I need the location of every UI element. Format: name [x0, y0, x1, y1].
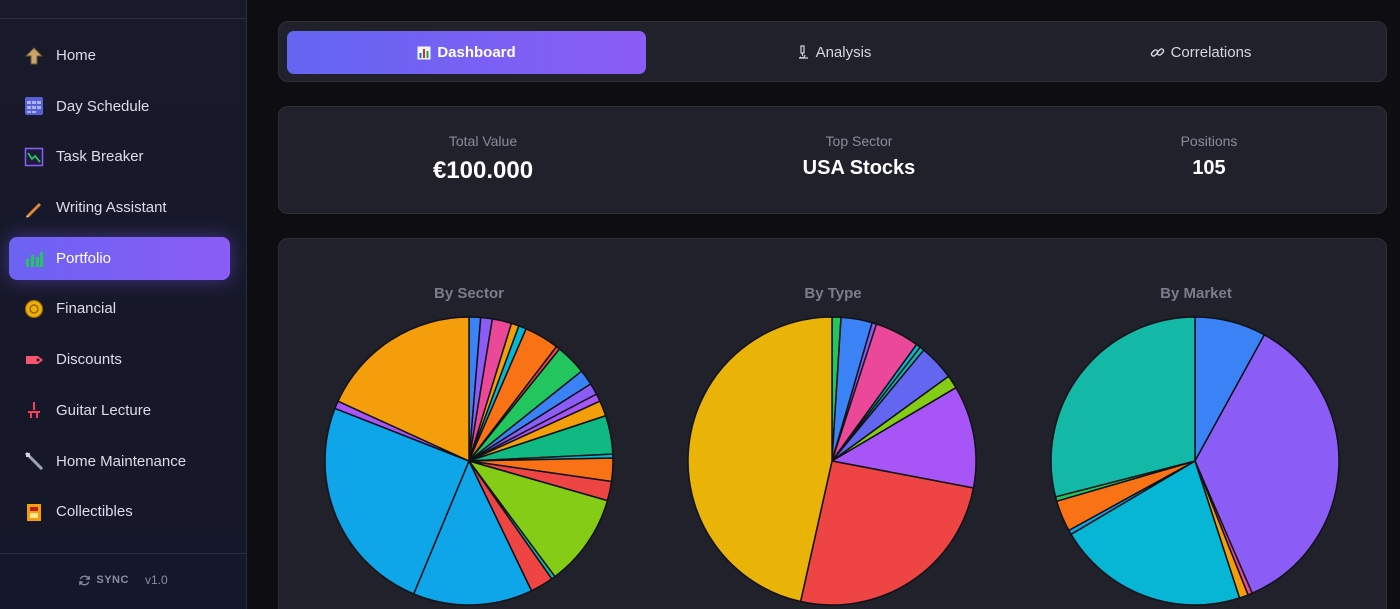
sidebar-item-label: Portfolio	[56, 249, 112, 267]
pie-slice[interactable]	[829, 386, 977, 489]
stat-value: USA Stocks	[802, 157, 916, 179]
sidebar-item-label: Day Schedule	[56, 97, 150, 115]
sidebar-footer: SYNC v1.0	[0, 566, 246, 594]
pie-slice[interactable]	[467, 459, 609, 578]
stat-value: €100.000	[432, 157, 534, 184]
pie-slice[interactable]	[412, 459, 533, 606]
home-arrow-icon	[23, 45, 45, 67]
sidebar-item-label: Discounts	[56, 351, 122, 369]
summary-panel: Total Value €100.000 Top Sector USA Stoc…	[278, 106, 1387, 214]
sidebar-item-label: Writing Assistant	[56, 199, 167, 217]
charts-panel: By Sector By Type By Market	[278, 238, 1387, 609]
tab-label: Analysis	[815, 44, 872, 61]
tab-bar: Dashboard Analysis Correlations	[278, 21, 1387, 82]
stat-positions: Positions 105	[1059, 133, 1359, 180]
sidebar-item-label: Task Breaker	[56, 148, 144, 166]
pie-slice[interactable]	[1194, 333, 1340, 595]
sidebar-item-financial[interactable]: Financial	[9, 287, 230, 330]
pie-chart-by-sector	[324, 316, 614, 606]
sidebar-item-home-maintenance[interactable]: Home Maintenance	[9, 440, 230, 483]
sidebar-item-label: Home Maintenance	[56, 452, 187, 470]
stat-label: Positions	[1180, 133, 1238, 149]
tab-dashboard[interactable]: Dashboard	[287, 31, 646, 74]
chart-window-icon	[23, 146, 45, 168]
coin-icon	[23, 298, 45, 320]
chart-title-by-type: By Type	[804, 285, 862, 302]
pie-slice[interactable]	[799, 460, 975, 606]
wrench-icon	[23, 450, 45, 472]
sidebar-item-label: Financial	[56, 300, 117, 318]
sidebar-item-label: Home	[56, 47, 97, 64]
sidebar-divider	[0, 553, 246, 554]
pie-chart-by-market	[1050, 316, 1340, 606]
sidebar: Home Day Schedule Task Breaker Writing A…	[0, 0, 247, 609]
stat-top-sector: Top Sector USA Stocks	[709, 133, 1009, 180]
pencil-icon	[23, 197, 45, 219]
sidebar-item-portfolio[interactable]: Portfolio	[9, 236, 230, 280]
sidebar-item-day-schedule[interactable]: Day Schedule	[9, 85, 230, 128]
chart-title-by-market: By Market	[1160, 285, 1232, 302]
bar-chart-icon	[23, 247, 45, 269]
chart-title-by-sector: By Sector	[433, 285, 505, 302]
stat-label: Total Value	[448, 133, 518, 149]
tab-label: Dashboard	[437, 44, 516, 61]
pie-slice[interactable]	[1070, 459, 1241, 606]
stat-label: Top Sector	[825, 133, 893, 149]
music-note-icon	[23, 399, 45, 421]
tab-correlations[interactable]: Correlations	[1021, 31, 1380, 74]
pie-slice[interactable]	[1050, 316, 1196, 498]
stat-total-value: Total Value €100.000	[333, 133, 633, 185]
pie-slice[interactable]	[687, 316, 833, 603]
sidebar-item-collectibles[interactable]: Collectibles	[9, 490, 230, 533]
sidebar-divider	[0, 18, 246, 19]
sidebar-item-home[interactable]: Home	[9, 34, 230, 77]
sidebar-item-label: Guitar Lecture	[56, 401, 152, 419]
link-icon	[1150, 45, 1165, 60]
sync-button[interactable]: SYNC	[78, 574, 129, 587]
pie-slice[interactable]	[324, 407, 470, 595]
bar-chart-icon	[417, 46, 431, 60]
sidebar-item-label: Collectibles	[56, 503, 133, 521]
microscope-icon	[796, 45, 810, 60]
pie-slice[interactable]	[337, 316, 470, 463]
tab-label: Correlations	[1170, 44, 1252, 61]
version-label: v1.0	[144, 573, 168, 587]
tab-analysis[interactable]: Analysis	[654, 31, 1013, 74]
sidebar-item-discounts[interactable]: Discounts	[9, 338, 230, 381]
box-icon	[23, 501, 45, 523]
sync-label: SYNC	[96, 574, 129, 586]
tag-icon	[23, 349, 45, 371]
calendar-grid-icon	[23, 95, 45, 117]
sidebar-nav: Home Day Schedule Task Breaker Writing A…	[9, 34, 230, 541]
sync-icon	[79, 575, 91, 585]
sidebar-item-writing-assistant[interactable]: Writing Assistant	[9, 186, 230, 229]
stat-value: 105	[1192, 157, 1226, 179]
pie-chart-by-type	[687, 316, 977, 606]
sidebar-item-guitar-lecture[interactable]: Guitar Lecture	[9, 389, 230, 432]
sidebar-item-task-breaker[interactable]: Task Breaker	[9, 135, 230, 178]
